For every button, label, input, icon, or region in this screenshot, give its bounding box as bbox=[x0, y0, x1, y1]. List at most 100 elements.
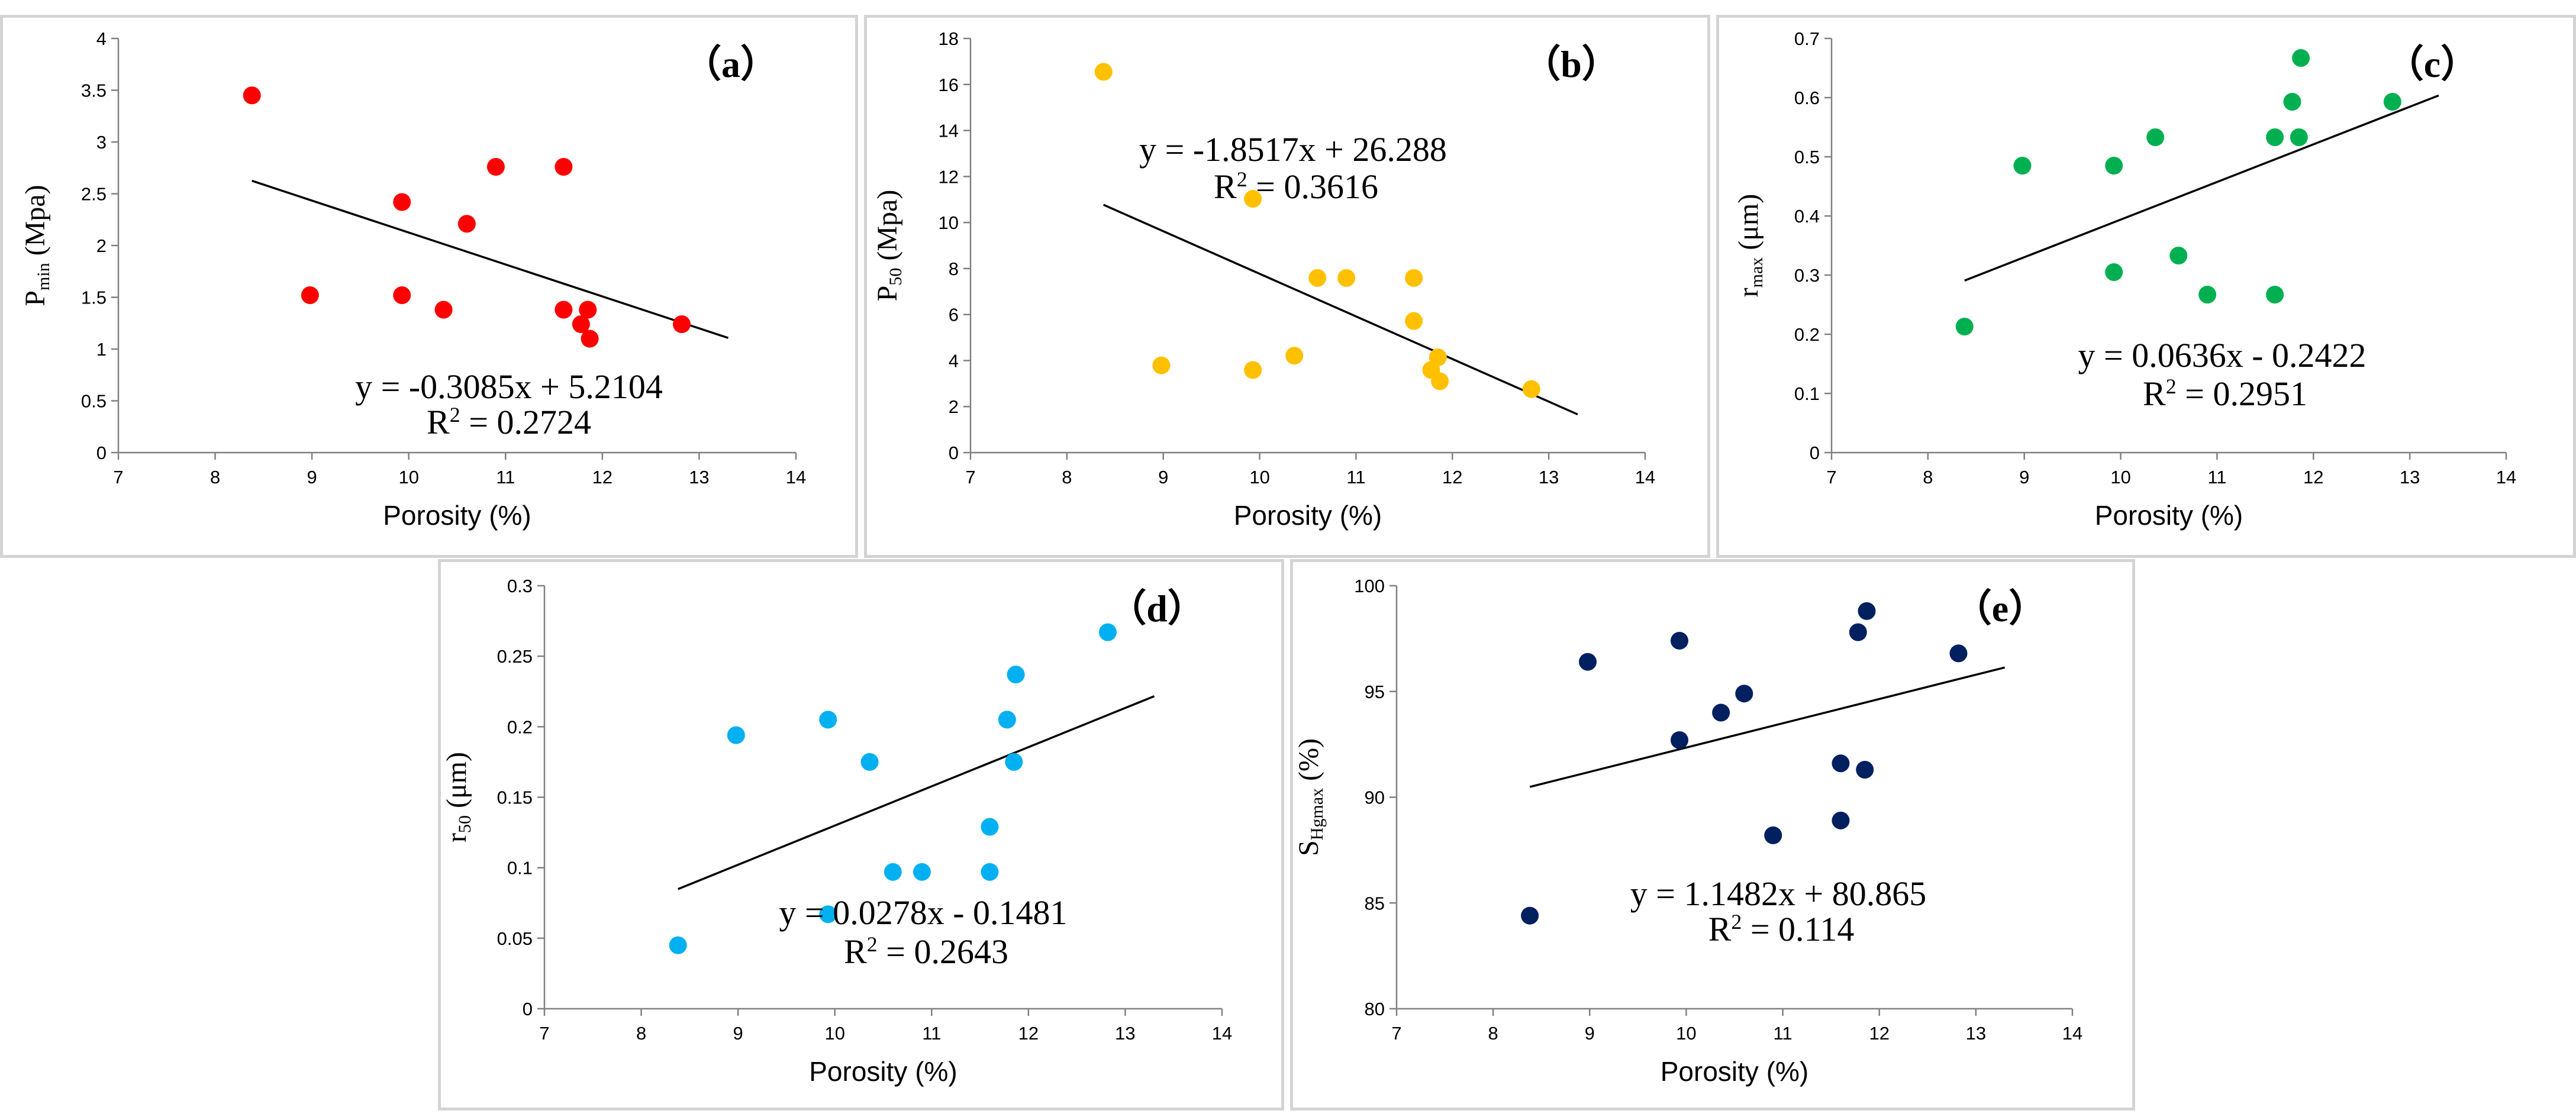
chart-c-svg: 7 8 9 10 11 12 13 14 0 0.1 0.2 0.3 0.4 0.5 0.6 0.7 Poros… bbox=[1733, 28, 2516, 531]
x-tick-label: 9 bbox=[2019, 467, 2029, 488]
x-tick-label: 14 bbox=[2062, 1023, 2082, 1044]
data-point bbox=[1671, 731, 1689, 749]
data-point bbox=[1152, 356, 1171, 375]
data-point bbox=[1671, 631, 1689, 650]
chart-panel-b: 7 8 9 10 11 12 13 14 0 2 4 6 8 10 12 14 16 18 Porosity (%)… bbox=[864, 15, 1710, 558]
data-point bbox=[243, 86, 261, 105]
x-tick-label: 8 bbox=[636, 1023, 646, 1044]
data-point bbox=[819, 905, 837, 924]
data-point bbox=[1098, 623, 1117, 641]
data-point bbox=[393, 286, 411, 304]
r-squared-value: = 0.114 bbox=[1742, 910, 1854, 948]
x-tick-label: 11 bbox=[922, 1023, 941, 1044]
x-tick-label: 12 bbox=[1869, 1023, 1889, 1044]
y-tick-label: 0.25 bbox=[497, 646, 533, 667]
y-axis-title-main: r bbox=[441, 833, 472, 842]
data-point bbox=[1949, 644, 1968, 663]
data-point bbox=[1094, 63, 1113, 81]
y-tick-label: 0.2 bbox=[1794, 324, 1820, 345]
data-point bbox=[2105, 157, 2123, 175]
y-axis-title-main: P bbox=[20, 290, 51, 306]
y-tick-label: 0.1 bbox=[507, 858, 533, 879]
y-tick-label: 16 bbox=[939, 75, 959, 95]
data-point bbox=[1735, 685, 1753, 703]
y-tick-label: 0.3 bbox=[1794, 265, 1820, 286]
x-tick-label: 14 bbox=[1212, 1023, 1232, 1044]
x-tick-label: 7 bbox=[965, 467, 975, 488]
y-axis-title-sub: min bbox=[34, 263, 53, 290]
y-axis-title-unit: (%) bbox=[1293, 738, 1324, 788]
y-axis-title-sub: max bbox=[1747, 257, 1766, 288]
x-tick-label: 7 bbox=[1826, 467, 1836, 488]
y-axis-title: P50 (Mpa) bbox=[872, 190, 905, 302]
y-axis-title-sub: 50 bbox=[886, 268, 905, 286]
y-tick-label: 0 bbox=[1810, 443, 1820, 463]
data-point bbox=[1429, 348, 1447, 366]
trend-line bbox=[1103, 204, 1578, 416]
x-tick-label: 9 bbox=[307, 467, 317, 488]
y-tick-label: 0.05 bbox=[497, 928, 533, 949]
data-point bbox=[554, 158, 573, 176]
x-tick-label: 13 bbox=[1539, 467, 1559, 488]
y-tick-label: 10 bbox=[939, 212, 959, 233]
x-tick-label: 13 bbox=[2400, 467, 2420, 488]
y-tick-label: 85 bbox=[1365, 893, 1385, 913]
data-point bbox=[554, 301, 573, 319]
data-point bbox=[1244, 190, 1262, 208]
r-squared-prefix: R bbox=[1214, 167, 1237, 206]
trend-line bbox=[1964, 94, 2439, 282]
data-point bbox=[981, 818, 999, 836]
data-point bbox=[2266, 128, 2284, 146]
x-tick-label: 11 bbox=[2207, 467, 2226, 488]
y-tick-label: 0.5 bbox=[1794, 147, 1820, 167]
data-point bbox=[1849, 623, 1867, 641]
x-tick-label: 7 bbox=[539, 1023, 549, 1044]
r-squared-prefix: R bbox=[1708, 910, 1732, 948]
data-point bbox=[393, 193, 411, 211]
trend-equation: y = 0.0636x - 0.2422 bbox=[2078, 336, 2366, 375]
data-point bbox=[1832, 754, 1850, 773]
data-point bbox=[2198, 286, 2217, 304]
r-squared: R2 = 0.2951 bbox=[2143, 375, 2307, 413]
x-tick-label: 11 bbox=[496, 467, 515, 488]
y-tick-label: 14 bbox=[939, 121, 959, 141]
data-point bbox=[2292, 49, 2310, 67]
x-tick-label: 10 bbox=[824, 1023, 844, 1044]
r-squared-value: = 0.2724 bbox=[460, 403, 591, 441]
y-axis-title-unit: (Mpa) bbox=[872, 190, 903, 268]
data-point bbox=[301, 286, 319, 304]
data-point bbox=[2283, 93, 2301, 111]
x-tick-label: 12 bbox=[1442, 467, 1462, 488]
y-tick-label: 0 bbox=[523, 999, 533, 1019]
data-point bbox=[1764, 826, 1782, 844]
data-point bbox=[2266, 286, 2284, 304]
y-tick-label: 2 bbox=[949, 396, 959, 417]
data-point bbox=[434, 301, 453, 319]
data-point bbox=[2290, 128, 2308, 146]
data-point bbox=[486, 158, 505, 176]
x-axis-title: Porosity (%) bbox=[1661, 1056, 1808, 1087]
data-point bbox=[2013, 157, 2032, 175]
data-point bbox=[819, 711, 837, 729]
panel-label: （b） bbox=[1523, 43, 1620, 85]
data-point bbox=[1308, 269, 1327, 287]
x-axis-title: Porosity (%) bbox=[383, 500, 531, 531]
r-squared-exponent: 2 bbox=[1731, 910, 1742, 934]
y-tick-label: 0.2 bbox=[507, 716, 533, 737]
x-tick-label: 10 bbox=[1676, 1023, 1696, 1044]
y-axis-title: r50 (μm) bbox=[441, 752, 475, 842]
x-tick-label: 8 bbox=[210, 467, 220, 488]
data-point bbox=[860, 753, 879, 771]
y-axis-title-main: S bbox=[1293, 840, 1324, 856]
trend-equation: y = 1.1482x + 80.865 bbox=[1630, 874, 1926, 913]
x-tick-label: 8 bbox=[1488, 1023, 1498, 1044]
data-point bbox=[2146, 128, 2165, 146]
data-point bbox=[1007, 666, 1025, 684]
y-tick-label: 1.5 bbox=[81, 288, 107, 308]
r-squared: R2 = 0.114 bbox=[1708, 910, 1855, 948]
panel-label: （d） bbox=[1108, 587, 1205, 629]
data-point bbox=[1005, 753, 1023, 771]
data-point bbox=[1712, 703, 1730, 722]
x-axis-title: Porosity (%) bbox=[809, 1056, 957, 1087]
data-point bbox=[913, 863, 931, 881]
